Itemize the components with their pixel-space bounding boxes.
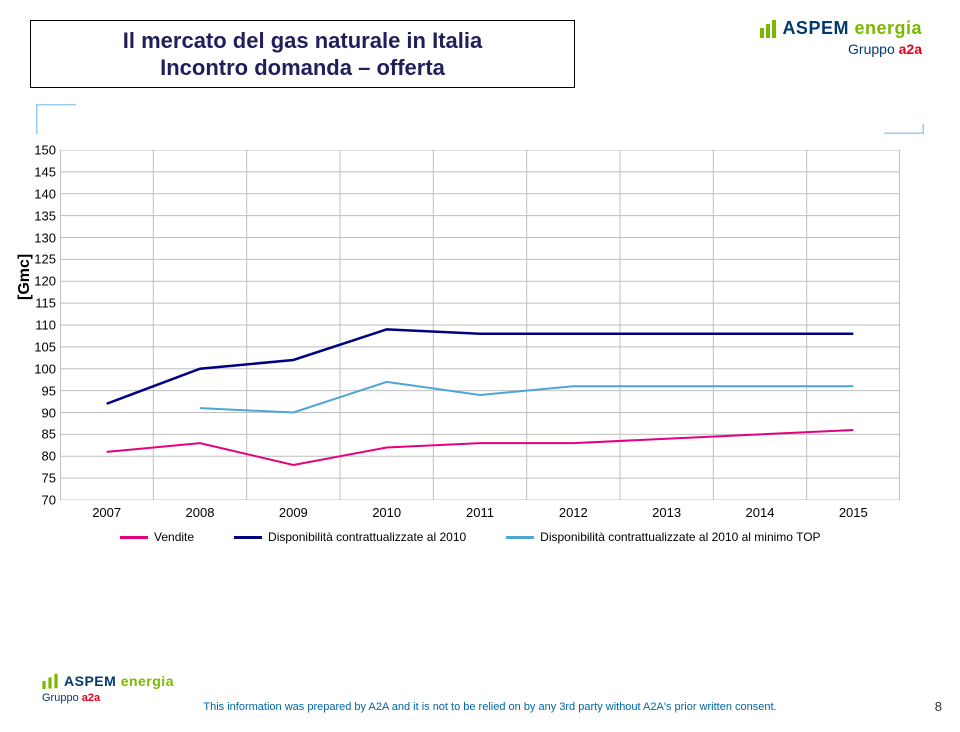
logo-bars-icon bbox=[42, 672, 58, 690]
legend-label: Vendite bbox=[154, 530, 194, 544]
chart bbox=[60, 150, 900, 500]
page-number: 8 bbox=[935, 699, 942, 714]
x-tick: 2007 bbox=[60, 505, 153, 520]
slide-title: Il mercato del gas naturale in Italia In… bbox=[123, 27, 482, 82]
y-tick: 100 bbox=[34, 361, 56, 376]
bracket-decoration bbox=[36, 104, 924, 134]
y-tick: 135 bbox=[34, 208, 56, 223]
y-tick: 90 bbox=[42, 405, 56, 420]
x-tick: 2013 bbox=[620, 505, 713, 520]
y-tick: 130 bbox=[34, 230, 56, 245]
y-tick: 75 bbox=[42, 471, 56, 486]
y-tick: 115 bbox=[35, 296, 56, 311]
y-tick: 120 bbox=[34, 274, 56, 289]
y-tick: 150 bbox=[34, 143, 56, 158]
x-tick: 2015 bbox=[807, 505, 900, 520]
legend-swatch bbox=[120, 536, 148, 539]
y-tick: 80 bbox=[42, 449, 56, 464]
legend-item: Disponibilità contrattualizzate al 2010 … bbox=[506, 530, 820, 544]
x-tick-labels: 200720082009201020112012201320142015 bbox=[60, 505, 900, 520]
y-tick: 85 bbox=[42, 427, 56, 442]
logo-bottom: ASPEM energia Gruppo a2a bbox=[42, 672, 174, 704]
x-tick: 2014 bbox=[713, 505, 806, 520]
title-box: Il mercato del gas naturale in Italia In… bbox=[30, 20, 575, 88]
title-line1: Il mercato del gas naturale in Italia bbox=[123, 28, 482, 53]
legend-item: Vendite bbox=[120, 530, 194, 544]
legend: Vendite Disponibilità contrattualizzate a… bbox=[120, 530, 880, 544]
legend-label: Disponibilità contrattualizzate al 2010 bbox=[268, 530, 466, 544]
x-tick: 2012 bbox=[527, 505, 620, 520]
y-tick: 105 bbox=[34, 339, 56, 354]
logo-top: ASPEM energia Gruppo a2a bbox=[760, 18, 922, 57]
y-tick: 140 bbox=[34, 186, 56, 201]
y-tick: 145 bbox=[34, 164, 56, 179]
x-tick: 2008 bbox=[153, 505, 246, 520]
logo-bars-icon bbox=[760, 20, 776, 38]
logo-brand: ASPEM energia bbox=[782, 18, 922, 39]
y-tick: 125 bbox=[34, 252, 56, 267]
legend-swatch bbox=[234, 536, 262, 539]
legend-label: Disponibilità contrattualizzate al 2010 … bbox=[540, 530, 820, 544]
title-line2: Incontro domanda – offerta bbox=[160, 55, 445, 80]
legend-item: Disponibilità contrattualizzate al 2010 bbox=[234, 530, 466, 544]
y-tick: 95 bbox=[42, 383, 56, 398]
y-tick: 110 bbox=[35, 318, 56, 333]
legend-swatch bbox=[506, 536, 534, 539]
x-tick: 2009 bbox=[247, 505, 340, 520]
x-tick: 2011 bbox=[433, 505, 526, 520]
logo-group: Gruppo a2a bbox=[760, 41, 922, 57]
x-tick: 2010 bbox=[340, 505, 433, 520]
y-tick-labels: 7075808590951001051101151201251301351401… bbox=[24, 150, 56, 500]
y-tick: 70 bbox=[42, 493, 56, 508]
disclaimer: This information was prepared by A2A and… bbox=[180, 700, 800, 714]
